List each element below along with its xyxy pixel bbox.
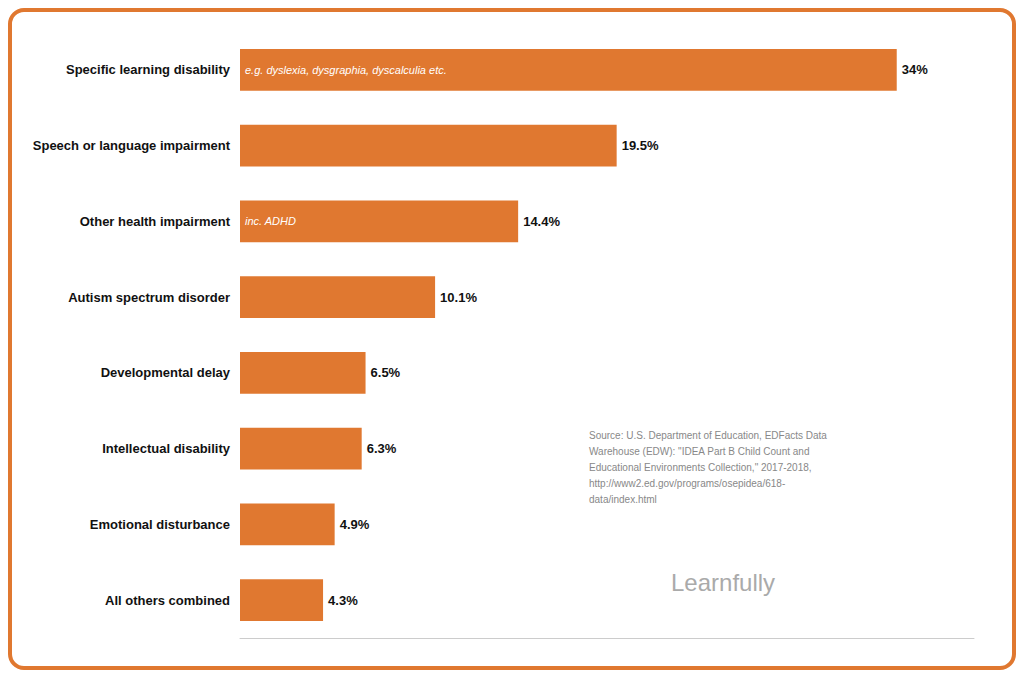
svg-text:4.3%: 4.3%	[328, 593, 358, 608]
svg-text:19.5%: 19.5%	[622, 138, 659, 153]
svg-text:Warehouse (EDW): "IDEA Part B: Warehouse (EDW): "IDEA Part B Child Coun…	[589, 446, 810, 457]
svg-text:Specific learning disability: Specific learning disability	[66, 62, 231, 77]
svg-text:e.g. dyslexia, dysgraphia, dys: e.g. dyslexia, dysgraphia, dyscalculia e…	[245, 64, 447, 76]
svg-text:4.9%: 4.9%	[340, 517, 370, 532]
svg-text:Developmental delay: Developmental delay	[101, 365, 231, 380]
svg-text:Source: U.S. Department of Edu: Source: U.S. Department of Education, ED…	[589, 430, 827, 441]
svg-text:inc. ADHD: inc. ADHD	[245, 215, 296, 227]
svg-text:14.4%: 14.4%	[523, 214, 560, 229]
svg-text:Autism spectrum disorder: Autism spectrum disorder	[68, 290, 230, 305]
svg-text:6.3%: 6.3%	[367, 441, 397, 456]
svg-text:Educational Environments Colle: Educational Environments Collection," 20…	[589, 462, 812, 473]
svg-text:Intellectual disability: Intellectual disability	[102, 441, 231, 456]
svg-text:http://www2.ed.gov/programs/os: http://www2.ed.gov/programs/osepidea/618…	[589, 478, 785, 489]
svg-text:All others combined: All others combined	[105, 593, 230, 608]
svg-text:Speech or language impairment: Speech or language impairment	[33, 138, 231, 153]
svg-text:Other health impairment: Other health impairment	[80, 214, 231, 229]
svg-text:Emotional disturbance: Emotional disturbance	[90, 517, 230, 532]
svg-text:Learnfully: Learnfully	[671, 569, 775, 596]
svg-text:34%: 34%	[902, 62, 928, 77]
svg-text:6.5%: 6.5%	[371, 365, 401, 380]
svg-text:data/index.html: data/index.html	[589, 494, 657, 505]
svg-text:10.1%: 10.1%	[440, 290, 477, 305]
